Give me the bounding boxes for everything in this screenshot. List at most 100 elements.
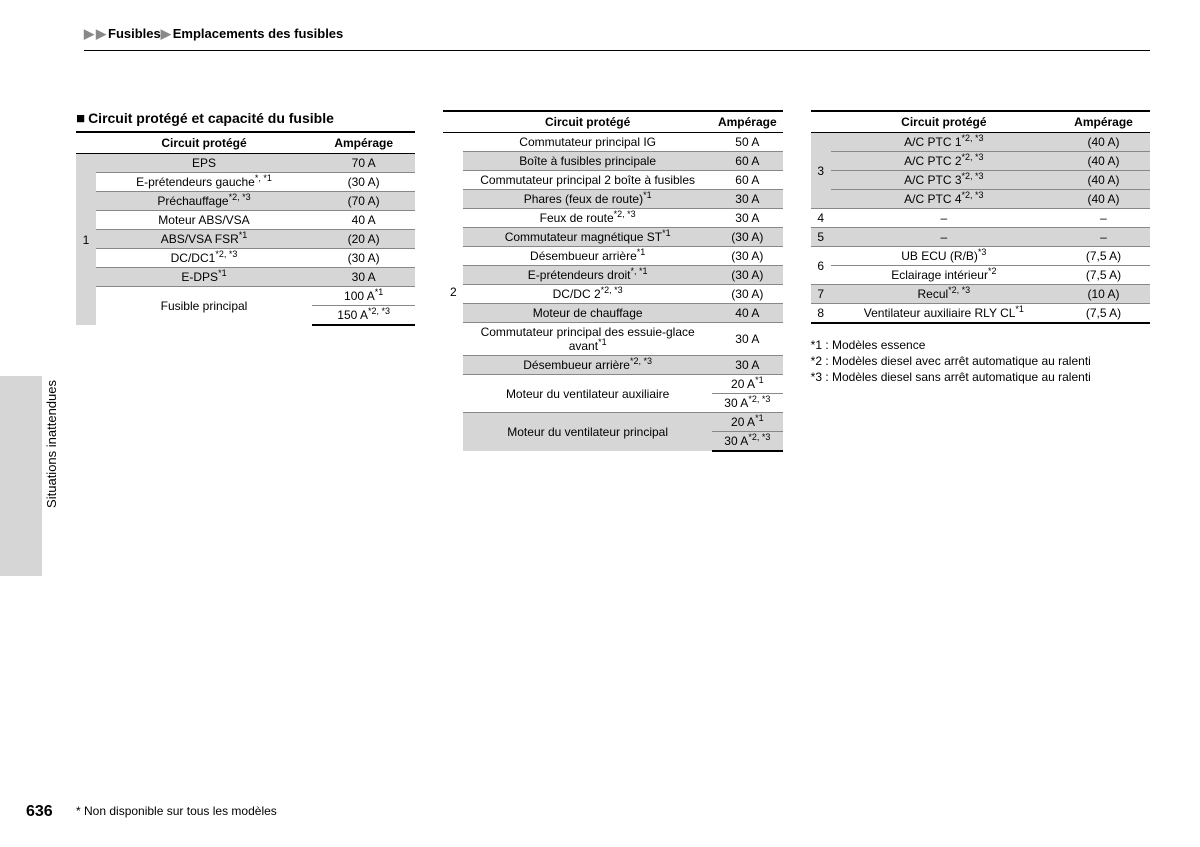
circuit-cell: Moteur du ventilateur principal <box>463 413 712 452</box>
amp-cell: 70 A <box>312 154 415 173</box>
circuit-cell: Moteur ABS/VSA <box>96 211 312 230</box>
fuse-table-1: Circuit protégéAmpérage 1EPS70 AE-préten… <box>76 131 415 326</box>
amp-cell: (30 A) <box>312 249 415 268</box>
group-index: 6 <box>811 247 831 285</box>
content-columns: ■Circuit protégé et capacité du fusible … <box>76 110 1150 452</box>
circuit-cell: Boîte à fusibles principale <box>463 152 712 171</box>
amp-cell: 40 A <box>312 211 415 230</box>
amp-cell: (40 A) <box>1057 171 1150 190</box>
amp-cell: 100 A*1 <box>312 287 415 306</box>
amp-cell: 60 A <box>712 171 783 190</box>
column-3: Circuit protégéAmpérage 3A/C PTC 1*2, *3… <box>811 110 1150 452</box>
circuit-cell: Fusible principal <box>96 287 312 326</box>
circuit-cell: – <box>831 228 1057 247</box>
group-index: 5 <box>811 228 831 247</box>
th-circuit: Circuit protégé <box>96 132 312 154</box>
group-index: 4 <box>811 209 831 228</box>
group-index: 3 <box>811 133 831 209</box>
side-section-label: Situations inattendues <box>44 380 59 508</box>
fuse-table-3: Circuit protégéAmpérage 3A/C PTC 1*2, *3… <box>811 110 1150 324</box>
circuit-cell: Moteur de chauffage <box>463 304 712 323</box>
group-index: 2 <box>443 133 463 452</box>
breadcrumb-2: Emplacements des fusibles <box>173 26 344 41</box>
amp-cell: 60 A <box>712 152 783 171</box>
th-circuit: Circuit protégé <box>463 111 712 133</box>
circuit-cell: DC/DC1*2, *3 <box>96 249 312 268</box>
chevron-right-icon: ▶ <box>84 26 94 41</box>
page-number: 636 <box>26 803 53 821</box>
circuit-cell: E-prétendeurs gauche*, *1 <box>96 173 312 192</box>
column-1: ■Circuit protégé et capacité du fusible … <box>76 110 415 452</box>
circuit-cell: Moteur du ventilateur auxiliaire <box>463 375 712 413</box>
amp-cell: (30 A) <box>712 228 783 247</box>
circuit-cell: A/C PTC 4*2, *3 <box>831 190 1057 209</box>
circuit-cell: Eclairage intérieur*2 <box>831 266 1057 285</box>
amp-cell: 30 A <box>312 268 415 287</box>
group-index: 1 <box>76 154 96 326</box>
amp-cell: 30 A*2, *3 <box>712 394 783 413</box>
circuit-cell: Désembueur arrière*2, *3 <box>463 356 712 375</box>
circuit-cell: Recul*2, *3 <box>831 285 1057 304</box>
th-amp: Ampérage <box>312 132 415 154</box>
amp-cell: (30 A) <box>712 266 783 285</box>
amp-cell: – <box>1057 228 1150 247</box>
circuit-cell: Ventilateur auxiliaire RLY CL*1 <box>831 304 1057 324</box>
chevron-right-icon: ▶ <box>96 26 106 41</box>
th-amp: Ampérage <box>1057 111 1150 133</box>
amp-cell: 30 A*2, *3 <box>712 432 783 452</box>
circuit-cell: Commutateur magnétique ST*1 <box>463 228 712 247</box>
fuse-table-2: Circuit protégéAmpérage 2Commutateur pri… <box>443 110 782 452</box>
amp-cell: 20 A*1 <box>712 413 783 432</box>
amp-cell: (7,5 A) <box>1057 304 1150 324</box>
amp-cell: (40 A) <box>1057 190 1150 209</box>
circuit-cell: A/C PTC 3*2, *3 <box>831 171 1057 190</box>
footnote-item: *3 : Modèles diesel sans arrêt automatiq… <box>811 370 1150 384</box>
amp-cell: (30 A) <box>712 285 783 304</box>
amp-cell: (30 A) <box>712 247 783 266</box>
amp-cell: (20 A) <box>312 230 415 249</box>
amp-cell: 20 A*1 <box>712 375 783 394</box>
circuit-cell: Préchauffage*2, *3 <box>96 192 312 211</box>
circuit-cell: Phares (feux de route)*1 <box>463 190 712 209</box>
footnotes: *1 : Modèles essence *2 : Modèles diesel … <box>811 338 1150 384</box>
amp-cell: 30 A <box>712 356 783 375</box>
amp-cell: (7,5 A) <box>1057 266 1150 285</box>
circuit-cell: A/C PTC 2*2, *3 <box>831 152 1057 171</box>
th-circuit: Circuit protégé <box>831 111 1057 133</box>
circuit-cell: DC/DC 2*2, *3 <box>463 285 712 304</box>
circuit-cell: E-DPS*1 <box>96 268 312 287</box>
circuit-cell: Désembueur arrière*1 <box>463 247 712 266</box>
circuit-cell: – <box>831 209 1057 228</box>
circuit-cell: EPS <box>96 154 312 173</box>
chevron-right-icon: ▶ <box>161 26 171 41</box>
column-2: Circuit protégéAmpérage 2Commutateur pri… <box>443 110 782 452</box>
circuit-cell: A/C PTC 1*2, *3 <box>831 133 1057 152</box>
circuit-cell: UB ECU (R/B)*3 <box>831 247 1057 266</box>
circuit-cell: ABS/VSA FSR*1 <box>96 230 312 249</box>
amp-cell: (7,5 A) <box>1057 247 1150 266</box>
footnote-item: *1 : Modèles essence <box>811 338 1150 352</box>
circuit-cell: E-prétendeurs droit*, *1 <box>463 266 712 285</box>
circuit-cell: Feux de route*2, *3 <box>463 209 712 228</box>
circuit-cell: Commutateur principal 2 boîte à fusibles <box>463 171 712 190</box>
amp-cell: (40 A) <box>1057 152 1150 171</box>
group-index: 8 <box>811 304 831 324</box>
group-index: 7 <box>811 285 831 304</box>
side-tab <box>0 376 42 576</box>
footnote-line: * Non disponible sur tous les modèles <box>76 804 277 818</box>
square-bullet-icon: ■ <box>76 110 85 127</box>
circuit-cell: Commutateur principal IG <box>463 133 712 152</box>
amp-cell: 30 A <box>712 209 783 228</box>
amp-cell: (10 A) <box>1057 285 1150 304</box>
breadcrumb: ▶▶Fusibles▶Emplacements des fusibles <box>84 26 1150 51</box>
amp-cell: – <box>1057 209 1150 228</box>
breadcrumb-1: Fusibles <box>108 26 161 41</box>
footnote-item: *2 : Modèles diesel avec arrêt automatiq… <box>811 354 1150 368</box>
circuit-cell: Commutateur principal des essuie-glace a… <box>463 323 712 356</box>
section-title: ■Circuit protégé et capacité du fusible <box>76 110 415 127</box>
th-amp: Ampérage <box>712 111 783 133</box>
amp-cell: 40 A <box>712 304 783 323</box>
amp-cell: (30 A) <box>312 173 415 192</box>
amp-cell: 30 A <box>712 190 783 209</box>
amp-cell: (40 A) <box>1057 133 1150 152</box>
